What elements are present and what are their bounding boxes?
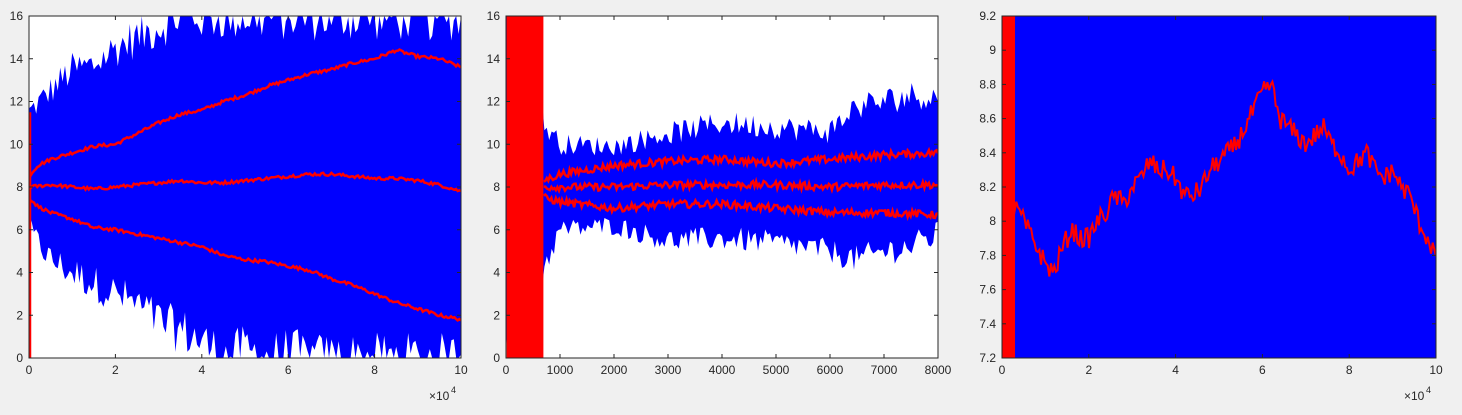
series-envelope [506, 16, 938, 358]
y-tick-label: 7.6 [979, 283, 996, 297]
x-tick-label: 10 [1429, 363, 1443, 377]
series-lower-mean [29, 197, 461, 323]
x-exponent-label: ×10 [1404, 389, 1425, 403]
y-tick-label: 9.2 [979, 9, 996, 23]
y-tick-label: 12 [487, 95, 501, 109]
transient-band [1002, 16, 1016, 358]
y-tick-label: 4 [493, 266, 500, 280]
y-tick-label: 2 [16, 308, 23, 322]
series-upper-mean [543, 146, 938, 184]
x-tick-label: 2000 [601, 363, 628, 377]
x-tick-label: 2 [1085, 363, 1092, 377]
chart-panel-left: 0 2 4 6 8 10 0 2 4 6 8 10 12 14 16 ×10 4 [0, 0, 476, 410]
x-tick-label: 0 [26, 363, 33, 377]
x-tick-label: 1000 [547, 363, 574, 377]
chart-right: 0 2 4 6 8 107.27.47.67.888.28.48.68.899.2×10 4 [979, 9, 1443, 403]
series-upper-mean [29, 48, 461, 178]
x-tick-label: 0 [503, 363, 510, 377]
chart-middle: 0 1000 2000 3000 4000 5000 6000 7000 8000 0 2 4 6 8 10… [487, 9, 952, 377]
y-tick-label: 8 [989, 214, 996, 228]
y-tick-label: 16 [10, 9, 24, 23]
x-tick-label: 10 [454, 363, 468, 377]
x-tick-label: 8 [1346, 363, 1353, 377]
y-tick-label: 8.6 [979, 112, 996, 126]
y-tick-label: 7.8 [979, 248, 996, 262]
chart-panel-right: 0 2 4 6 8 10 7.2 7.4 7.6 7.8 8 8.2 8.4 8.6 8.8 9 9.2 ×10 4 [966, 0, 1462, 410]
x-tick-label: 3000 [655, 363, 682, 377]
y-tick-label: 14 [487, 52, 501, 66]
plot-content [29, 16, 461, 358]
x-tick-label: 7000 [871, 363, 898, 377]
y-tick-label: 2 [493, 308, 500, 322]
plot-content [1002, 16, 1436, 358]
series-envelope [1002, 16, 1436, 358]
x-tick-label: 8000 [925, 363, 952, 377]
y-tick-label: 10 [487, 137, 501, 151]
x-exponent-power: 4 [1426, 385, 1431, 395]
y-tick-label: 4 [16, 266, 23, 280]
y-tick-label: 8.2 [979, 180, 996, 194]
x-exponent-label: ×10 [429, 389, 450, 403]
y-tick-label: 12 [10, 95, 24, 109]
y-tick-label: 10 [10, 137, 24, 151]
y-tick-label: 0 [16, 351, 23, 365]
y-tick-label: 7.2 [979, 351, 996, 365]
x-tick-label: 5000 [763, 363, 790, 377]
y-tick-label: 16 [487, 9, 501, 23]
x-tick-label: 0 [999, 363, 1006, 377]
y-tick-label: 8.8 [979, 77, 996, 91]
series-middle-mean [543, 176, 938, 195]
x-tick-label: 4 [198, 363, 205, 377]
series-envelope [29, 16, 461, 358]
x-exponent-power: 4 [451, 385, 456, 395]
series-middle-mean [29, 171, 461, 193]
x-tick-label: 6 [285, 363, 292, 377]
x-tick-label: 4000 [709, 363, 736, 377]
x-tick-label: 4 [1172, 363, 1179, 377]
x-tick-label: 2 [112, 363, 119, 377]
y-tick-label: 6 [493, 223, 500, 237]
y-tick-label: 9 [989, 43, 996, 57]
y-tick-label: 8 [16, 180, 23, 194]
y-tick-label: 0 [493, 351, 500, 365]
y-tick-label: 8.4 [979, 146, 996, 160]
y-tick-label: 8 [493, 180, 500, 194]
y-tick-label: 7.4 [979, 317, 996, 331]
series-middle-mean [1005, 78, 1436, 277]
series-lower-mean [543, 192, 938, 222]
y-tick-label: 14 [10, 52, 24, 66]
x-tick-label: 6 [1259, 363, 1266, 377]
x-tick-label: 8 [371, 363, 378, 377]
chart-panel-middle: 0 1000 2000 3000 4000 5000 6000 7000 8000 0 2 4 6 8 10… [479, 0, 961, 410]
x-tick-label: 6000 [817, 363, 844, 377]
y-tick-label: 6 [16, 223, 23, 237]
